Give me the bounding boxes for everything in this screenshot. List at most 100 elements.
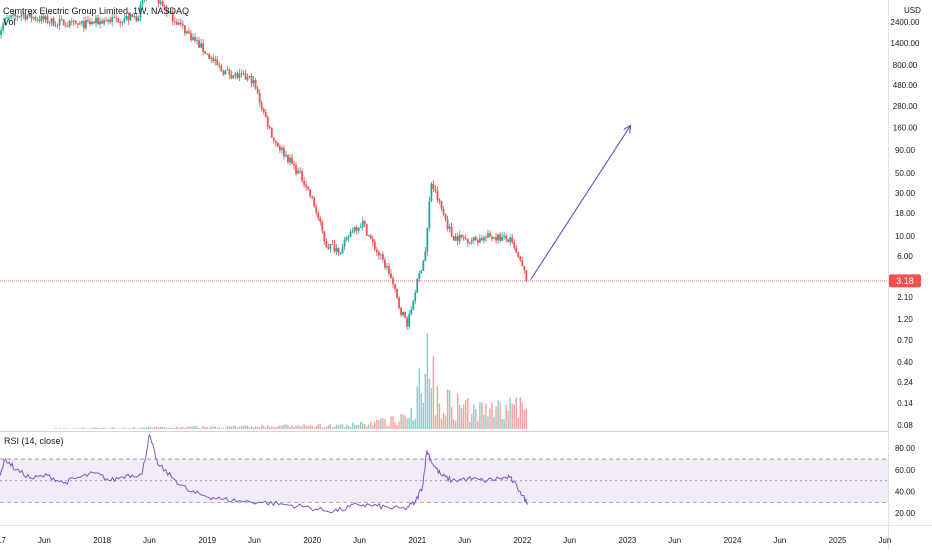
volume-bar	[196, 426, 197, 429]
volume-bar	[358, 425, 359, 429]
volume-bar	[208, 428, 209, 429]
time-tick-label: Jun	[143, 536, 156, 545]
candle-body	[182, 24, 184, 26]
volume-bar	[174, 428, 175, 429]
candle-body	[408, 314, 410, 326]
candle-body	[269, 127, 271, 128]
candle-body	[127, 16, 129, 20]
candle-body	[265, 112, 267, 117]
candle-body	[334, 245, 336, 252]
candle-body	[362, 221, 364, 227]
candle-body	[465, 238, 467, 239]
candle-body	[370, 235, 372, 238]
volume-bar	[105, 428, 106, 429]
volume-bar	[130, 428, 131, 429]
volume-bar	[221, 428, 222, 429]
symbol-title[interactable]: Cemtrex Electric Group Limited, 1W, NASD…	[3, 6, 189, 16]
candle-body	[51, 18, 53, 22]
candle-body	[32, 17, 34, 18]
candle-body	[222, 71, 224, 74]
candle-body	[521, 260, 523, 266]
volume-bar	[522, 403, 523, 429]
candle-body	[309, 189, 311, 196]
candle-body	[109, 20, 111, 22]
volume-bar	[439, 403, 440, 429]
price-tick-label: 0.08	[897, 421, 913, 430]
volume-bar	[259, 427, 260, 429]
volume-bar	[229, 426, 230, 429]
volume-bar	[287, 425, 288, 429]
candle-body	[319, 218, 321, 221]
volume-bar	[461, 408, 462, 429]
volume-bar	[311, 426, 312, 429]
volume-bar	[227, 426, 228, 429]
rsi-title[interactable]: RSI (14, close)	[4, 436, 64, 446]
candle-body	[249, 76, 251, 77]
volume-bar	[146, 427, 147, 429]
price-tick-label: 50.00	[895, 169, 916, 178]
candle-body	[451, 227, 453, 236]
candle-body	[138, 18, 140, 21]
candle-body	[257, 88, 259, 92]
volume-bar	[261, 425, 262, 429]
volume-bar	[372, 426, 373, 429]
price-tick-label: 0.40	[897, 358, 913, 367]
volume-bar	[356, 425, 357, 429]
candle-body	[305, 185, 307, 187]
volume-bar	[316, 426, 317, 429]
volume-bar	[83, 428, 84, 429]
candle-body	[332, 244, 334, 245]
volume-bar	[368, 424, 369, 429]
candle-body	[336, 248, 338, 251]
candle-body	[77, 23, 79, 24]
candle-body	[348, 237, 350, 238]
candle-body	[455, 236, 457, 240]
candle-body	[463, 237, 465, 238]
volume-bar	[497, 400, 498, 429]
candle-body	[289, 158, 291, 163]
candle-body	[273, 138, 275, 141]
volume-bar	[473, 404, 474, 429]
volume-bar	[144, 428, 145, 429]
volume-bar	[95, 428, 96, 429]
volume-bar	[156, 427, 157, 429]
candle-body	[515, 248, 517, 253]
volume-bar	[217, 428, 218, 429]
candle-body	[271, 128, 273, 138]
volume-bar	[479, 402, 480, 429]
price-tick-label: 480.00	[893, 81, 918, 90]
candle-body	[485, 237, 487, 238]
volume-bar	[263, 426, 264, 429]
volume-bar	[445, 416, 446, 429]
volume-bar	[239, 427, 240, 429]
candle-body	[398, 298, 400, 308]
candle-body	[426, 228, 428, 252]
volume-bar	[142, 427, 143, 429]
volume-label[interactable]: Vol	[3, 17, 16, 27]
candle-body	[228, 70, 230, 75]
volume-bar	[154, 427, 155, 429]
volume-bar	[307, 426, 308, 429]
volume-bar	[63, 428, 64, 429]
time-tick-label: 2024	[724, 536, 742, 545]
volume-bar	[277, 427, 278, 429]
volume-bar	[150, 427, 151, 429]
candle-body	[53, 18, 55, 25]
volume-bar	[291, 425, 292, 429]
candle-body	[461, 235, 463, 237]
volume-bar	[384, 419, 385, 429]
candle-body	[467, 239, 469, 244]
volume-bar	[467, 398, 468, 429]
candle-body	[459, 235, 461, 241]
volume-bar	[231, 426, 232, 429]
volume-bar	[200, 428, 201, 429]
time-tick-label: 2018	[93, 536, 111, 545]
candle-body	[291, 158, 293, 164]
volume-bar	[85, 428, 86, 429]
volume-bar	[206, 427, 207, 429]
candle-body	[519, 257, 521, 260]
candle-body	[396, 289, 398, 298]
volume-bar	[202, 426, 203, 429]
candle-body	[428, 201, 430, 228]
volume-bar	[309, 425, 310, 429]
